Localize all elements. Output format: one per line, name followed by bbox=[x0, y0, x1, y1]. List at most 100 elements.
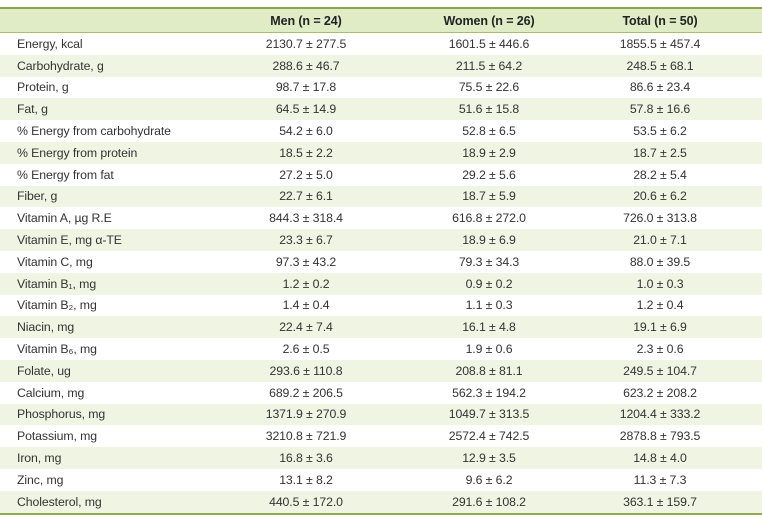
value-women: 1049.7 ± 313.5 bbox=[448, 407, 530, 422]
header-cell-total: Total (n = 50) bbox=[584, 8, 762, 33]
value-women: 2572.4 ± 742.5 bbox=[448, 429, 530, 444]
value-women: 18.9 ± 2.9 bbox=[462, 145, 516, 160]
table-row: % Energy from protein 18.5 ± 2.2 18.9 ± 2.… bbox=[0, 141, 762, 164]
value-women: 18.9 ± 6.9 bbox=[462, 233, 516, 248]
value-women: 211.5 ± 64.2 bbox=[455, 58, 523, 73]
value-total: 20.6 ± 6.2 bbox=[633, 189, 687, 204]
row-label: Cholesterol, mg bbox=[17, 494, 102, 509]
value-men: 3210.8 ± 721.9 bbox=[265, 429, 347, 444]
value-total: 57.8 ± 16.6 bbox=[629, 102, 691, 117]
row-label: Carbohydrate, g bbox=[17, 58, 104, 73]
table-row: Carbohydrate, g 288.6 ± 46.7 211.5 ± 64.2 2… bbox=[0, 54, 762, 77]
row-label: Vitamin B₆, mg bbox=[17, 342, 97, 357]
value-women: 1601.5 ± 446.6 bbox=[448, 36, 530, 51]
value-total: 11.3 ± 7.3 bbox=[633, 472, 687, 487]
value-total: 18.7 ± 2.5 bbox=[633, 145, 687, 160]
row-label: % Energy from carbohydrate bbox=[17, 124, 171, 139]
value-women: 291.6 ± 108.2 bbox=[452, 494, 526, 509]
value-women: 16.1 ± 4.8 bbox=[462, 320, 516, 335]
value-total: 2.3 ± 0.6 bbox=[636, 342, 684, 357]
value-women: 0.9 ± 0.2 bbox=[465, 276, 513, 291]
value-men: 64.5 ± 14.9 bbox=[275, 102, 337, 117]
value-men: 54.2 ± 6.0 bbox=[279, 124, 333, 139]
table-body: Energy, kcal 2130.7 ± 277.5 1601.5 ± 446.6… bbox=[0, 32, 762, 514]
table-row: Folate, ug 293.6 ± 110.8 208.8 ± 81.1 249.5… bbox=[0, 359, 762, 382]
row-label: Iron, mg bbox=[17, 451, 62, 466]
value-total: 1.0 ± 0.3 bbox=[636, 276, 684, 291]
value-men: 288.6 ± 46.7 bbox=[272, 58, 340, 73]
value-total: 249.5 ± 104.7 bbox=[623, 363, 697, 378]
value-men: 1.4 ± 0.4 bbox=[282, 298, 330, 313]
header-cell-women: Women (n = 26) bbox=[394, 8, 584, 33]
table-row: Iron, mg 16.8 ± 3.6 12.9 ± 3.5 14.8 ± 4.0 bbox=[0, 447, 762, 469]
value-men: 13.1 ± 8.2 bbox=[279, 472, 333, 487]
table-row: Protein, g 98.7 ± 17.8 75.5 ± 22.6 86.6 ± 2… bbox=[0, 76, 762, 99]
row-label: Vitamin A, µg R.E bbox=[17, 211, 112, 226]
value-women: 1.1 ± 0.3 bbox=[465, 298, 513, 313]
value-total: 248.5 ± 68.1 bbox=[626, 58, 694, 73]
value-total: 363.1 ± 159.7 bbox=[623, 494, 697, 509]
table-row: Vitamin A, µg R.E 844.3 ± 318.4 616.8 ± 27… bbox=[0, 207, 762, 230]
value-total: 21.0 ± 7.1 bbox=[633, 233, 687, 248]
value-women: 12.9 ± 3.5 bbox=[462, 451, 516, 466]
table-row: Cholesterol, mg 440.5 ± 172.0 291.6 ± 108.… bbox=[0, 490, 762, 514]
value-total: 1204.4 ± 333.2 bbox=[619, 407, 701, 422]
row-label: Fiber, g bbox=[17, 189, 58, 204]
row-label: Vitamin C, mg bbox=[17, 254, 93, 269]
table-row: Vitamin E, mg α-TE 23.3 ± 6.7 18.9 ± 6.9 21… bbox=[0, 229, 762, 251]
value-women: 562.3 ± 194.2 bbox=[452, 385, 526, 400]
value-men: 1371.9 ± 270.9 bbox=[265, 407, 347, 422]
table-row: Vitamin C, mg 97.3 ± 43.2 79.3 ± 34.3 88.0 … bbox=[0, 250, 762, 273]
value-women: 1.9 ± 0.6 bbox=[465, 342, 513, 357]
table-row: Fiber, g 22.7 ± 6.1 18.7 ± 5.9 20.6 ± 6.2 bbox=[0, 185, 762, 208]
value-men: 23.3 ± 6.7 bbox=[279, 233, 333, 248]
row-label: Phosphorus, mg bbox=[17, 407, 106, 422]
value-total: 623.2 ± 208.2 bbox=[623, 385, 697, 400]
value-men: 2.6 ± 0.5 bbox=[282, 342, 330, 357]
value-women: 52.8 ± 6.5 bbox=[462, 124, 516, 139]
value-men: 22.4 ± 7.4 bbox=[279, 320, 333, 335]
value-women: 616.8 ± 272.0 bbox=[452, 211, 526, 226]
value-total: 14.8 ± 4.0 bbox=[633, 451, 687, 466]
table-row: Zinc, mg 13.1 ± 8.2 9.6 ± 6.2 11.3 ± 7.3 bbox=[0, 468, 762, 491]
value-women: 208.8 ± 81.1 bbox=[455, 363, 523, 378]
row-label: Protein, g bbox=[17, 80, 69, 95]
table-row: Phosphorus, mg 1371.9 ± 270.9 1049.7 ± 313… bbox=[0, 403, 762, 426]
value-men: 440.5 ± 172.0 bbox=[269, 494, 343, 509]
value-women: 29.2 ± 5.6 bbox=[462, 167, 516, 182]
nutrient-intake-table: Men (n = 24) Women (n = 26) Total (n = 5… bbox=[0, 7, 762, 515]
value-total: 86.6 ± 23.4 bbox=[629, 80, 691, 95]
value-women: 9.6 ± 6.2 bbox=[465, 472, 513, 487]
table-row: Calcium, mg 689.2 ± 206.5 562.3 ± 194.2 623… bbox=[0, 381, 762, 404]
value-total: 2878.8 ± 793.5 bbox=[619, 429, 701, 444]
table-row: Energy, kcal 2130.7 ± 277.5 1601.5 ± 446.6… bbox=[0, 32, 762, 55]
value-total: 1855.5 ± 457.4 bbox=[619, 36, 701, 51]
value-total: 19.1 ± 6.9 bbox=[633, 320, 687, 335]
table-header: Men (n = 24) Women (n = 26) Total (n = 5… bbox=[0, 8, 762, 33]
row-label: Fat, g bbox=[17, 102, 48, 117]
table-row: Vitamin B₂, mg 1.4 ± 0.4 1.1 ± 0.3 1.2 ± 0.… bbox=[0, 294, 762, 317]
value-men: 293.6 ± 110.8 bbox=[269, 363, 343, 378]
header-cell-men: Men (n = 24) bbox=[218, 8, 394, 33]
header-cell-empty bbox=[0, 8, 218, 33]
value-total: 1.2 ± 0.4 bbox=[636, 298, 684, 313]
value-men: 27.2 ± 5.0 bbox=[279, 167, 333, 182]
value-men: 98.7 ± 17.8 bbox=[275, 80, 337, 95]
table-row: Vitamin B₆, mg 2.6 ± 0.5 1.9 ± 0.6 2.3 ± 0.… bbox=[0, 338, 762, 360]
value-total: 53.5 ± 6.2 bbox=[633, 124, 687, 139]
value-men: 689.2 ± 206.5 bbox=[269, 385, 343, 400]
row-label: % Energy from protein bbox=[17, 145, 138, 160]
value-men: 18.5 ± 2.2 bbox=[279, 145, 333, 160]
table-row: Niacin, mg 22.4 ± 7.4 16.1 ± 4.8 19.1 ± 6.9 bbox=[0, 316, 762, 339]
table-row: Fat, g 64.5 ± 14.9 51.6 ± 15.8 57.8 ± 16.6 bbox=[0, 98, 762, 121]
value-men: 844.3 ± 318.4 bbox=[269, 211, 343, 226]
row-label: Folate, ug bbox=[17, 363, 71, 378]
row-label: Niacin, mg bbox=[17, 320, 75, 335]
row-label: Vitamin B₂, mg bbox=[17, 298, 97, 313]
value-men: 16.8 ± 3.6 bbox=[279, 451, 333, 466]
row-label: Vitamin B₁, mg bbox=[17, 276, 97, 291]
value-total: 88.0 ± 39.5 bbox=[629, 254, 691, 269]
table-row: % Energy from carbohydrate 54.2 ± 6.0 52.8… bbox=[0, 120, 762, 142]
row-label: % Energy from fat bbox=[17, 167, 114, 182]
